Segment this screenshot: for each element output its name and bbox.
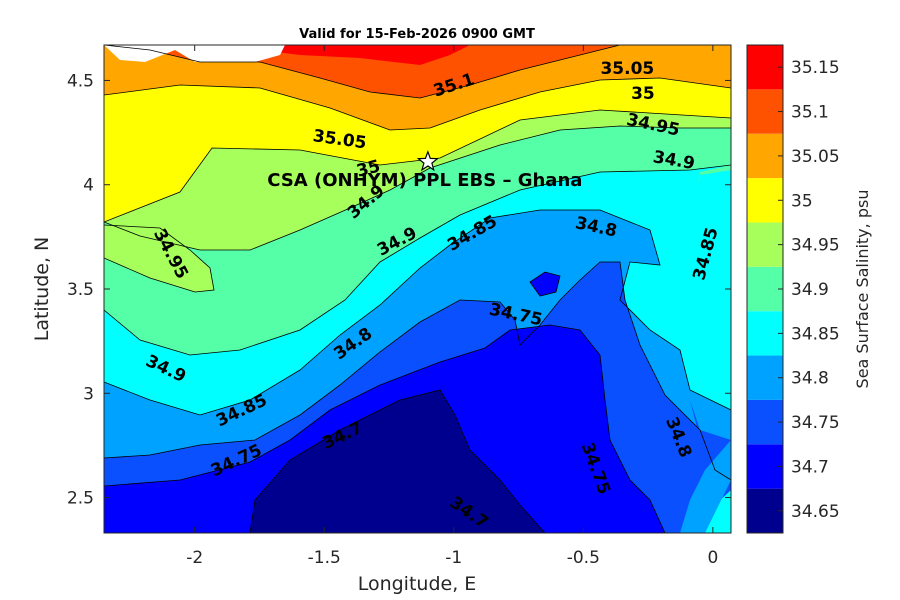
colorbar: 34.65 34.7 34.75 34.8 34.85 34.9 34.95 35 35.05 3… [746, 44, 840, 534]
colorbar-tick-label: 34.95 [791, 236, 840, 256]
site-marker: CSA (ONHYM) PPL EBS – Ghana [267, 150, 582, 191]
colorbar-tick-label: 35.05 [791, 147, 840, 167]
band-34-80-east-south [680, 440, 731, 533]
contour-plot-area [104, 45, 731, 533]
x-tick-label: -2 [186, 548, 203, 568]
band-34-85-east-south [705, 490, 731, 533]
colorbar-tick-label: 35.1 [791, 103, 829, 123]
colorbar-tick-label: 34.8 [791, 369, 829, 389]
colorbar-swatch [747, 89, 783, 134]
y-tick-label: 4.5 [67, 71, 94, 91]
x-axis: -2 -1.5 -1 -0.5 0 [186, 45, 718, 568]
colorbar-tick-label: 34.65 [791, 502, 840, 522]
y-tick-label: 4 [83, 176, 94, 196]
colorbar-swatch [747, 355, 783, 400]
y-tick-label: 2.5 [67, 489, 94, 509]
contour-label: 35.05 [600, 59, 654, 79]
band-34-85-east [688, 170, 731, 300]
colorbar-swatch [747, 45, 783, 90]
x-tick-label: -0.5 [567, 548, 600, 568]
band-34-65 [250, 390, 545, 533]
x-axis-label: Longitude, E [358, 573, 477, 595]
x-tick-label: 0 [707, 548, 718, 568]
y-tick-label: 3.5 [67, 280, 94, 300]
contour-lines [104, 45, 731, 533]
colorbar-swatch [747, 222, 783, 267]
colorbar-label: Sea Surface Salinity, psu [853, 190, 872, 389]
colorbar-swatch [747, 266, 783, 312]
site-star-icon [416, 150, 440, 172]
no-data-patch [104, 45, 285, 62]
band-34-70-island [530, 272, 560, 296]
colorbar-tick-label: 34.7 [791, 457, 829, 477]
band-34-95-island [104, 225, 214, 292]
colorbar-tick-label: 34.9 [791, 280, 829, 300]
colorbar-tick-label: 35.15 [791, 58, 840, 78]
y-axis-label: Latitude, N [31, 237, 53, 342]
chart-title: Valid for 15-Feb-2026 0900 GMT [299, 27, 535, 42]
x-tick-label: -1 [445, 548, 462, 568]
site-label: CSA (ONHYM) PPL EBS – Ghana [267, 170, 582, 191]
x-tick-label: -1.5 [308, 548, 341, 568]
colorbar-swatch [747, 311, 783, 356]
colorbar-tick-label: 35 [791, 191, 813, 211]
contour-label: 35 [631, 84, 655, 104]
colorbar-tick-label: 34.75 [791, 413, 840, 433]
band-35-15 [140, 45, 470, 65]
colorbar-swatch [747, 178, 783, 223]
y-axis: 2.5 3 3.5 4 4.5 [67, 71, 731, 509]
colorbar-tick-label: 34.85 [791, 324, 840, 344]
y-tick-label: 3 [83, 384, 94, 404]
colorbar-swatch [747, 133, 783, 179]
colorbar-swatch [747, 399, 783, 445]
colorbar-swatch [747, 444, 783, 489]
colorbar-swatch [747, 488, 783, 533]
